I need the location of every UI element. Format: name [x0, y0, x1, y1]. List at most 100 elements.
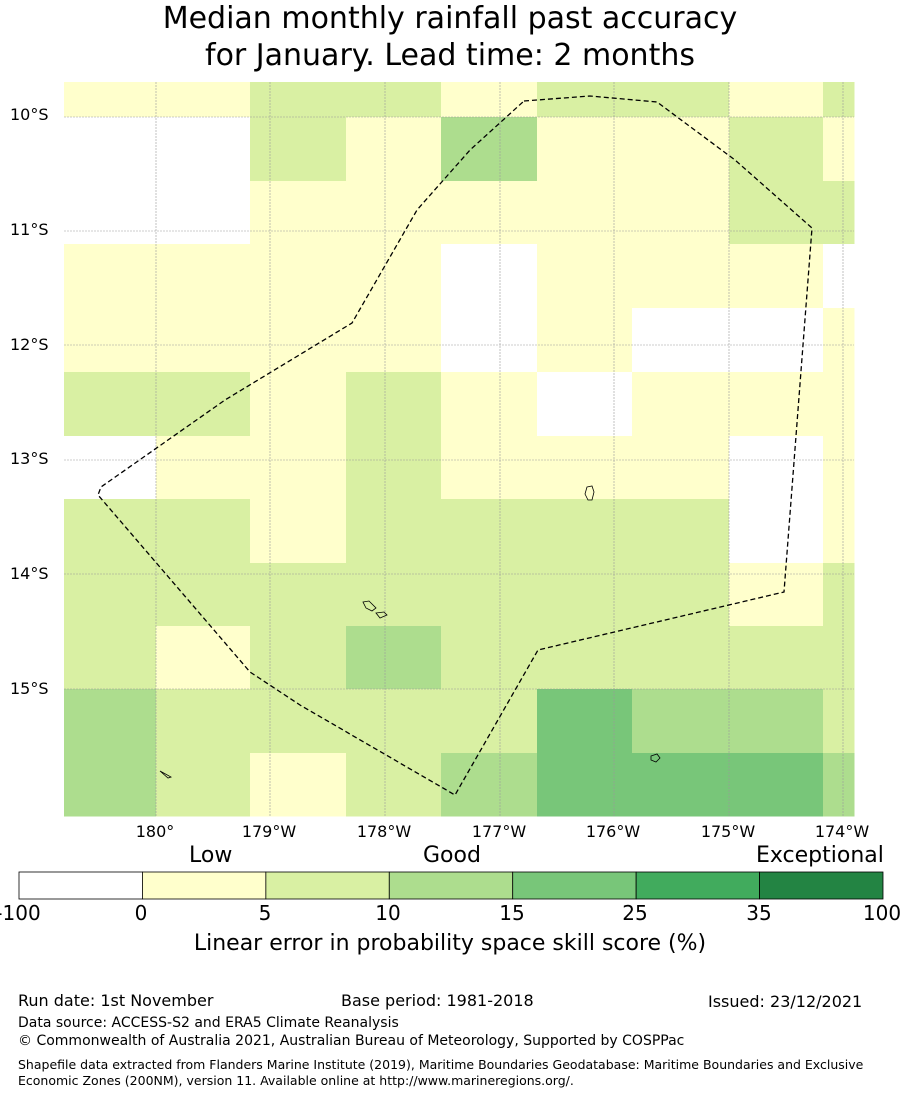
skill-cell — [537, 372, 633, 437]
skill-cell — [346, 499, 442, 564]
eez-boundary — [97, 95, 813, 796]
skill-cell — [156, 244, 251, 309]
legend-category-exceptional: Exceptional — [756, 843, 884, 868]
skill-cell — [823, 436, 855, 500]
skill-cell — [346, 308, 442, 373]
skill-cell — [346, 372, 442, 437]
skill-cell — [729, 244, 824, 309]
skill-cell — [250, 436, 347, 500]
skill-cell — [632, 626, 730, 690]
skill-cell — [537, 626, 633, 690]
island-outline — [584, 485, 595, 501]
skill-cell — [632, 499, 730, 564]
skill-cell — [441, 308, 538, 373]
skill-cell — [250, 626, 347, 690]
skill-cell — [632, 753, 730, 817]
skill-cell — [156, 82, 251, 118]
lat-label-11s: 11°S — [10, 220, 49, 239]
lon-label-175w: 175°W — [700, 822, 756, 841]
skill-cell — [250, 117, 347, 182]
skill-cell — [64, 82, 157, 118]
skill-cell — [250, 689, 347, 754]
skill-cell — [64, 308, 157, 373]
skill-cell — [64, 436, 157, 500]
skill-cell — [441, 436, 538, 500]
skill-cell — [537, 753, 633, 817]
skill-cell — [823, 82, 855, 118]
skill-cell — [632, 244, 730, 309]
skill-cell — [823, 117, 855, 182]
skill-cell — [156, 117, 251, 182]
skill-cell — [346, 436, 442, 500]
lon-label-174w: 174°W — [814, 822, 870, 841]
lat-label-12s: 12°S — [10, 335, 49, 354]
skill-cell — [441, 626, 538, 690]
issued-date: Issued: 23/12/2021 — [708, 992, 863, 1011]
skill-cell — [156, 499, 251, 564]
skill-cell — [537, 82, 633, 118]
skill-cell — [156, 626, 251, 690]
colorbar-tick-label: -100 — [0, 901, 41, 925]
copyright-notice: © Commonwealth of Australia 2021, Austra… — [18, 1033, 685, 1049]
skill-cell — [64, 753, 157, 817]
colorbar-segment — [265, 871, 390, 900]
data-source: Data source: ACCESS-S2 and ERA5 Climate … — [18, 1015, 399, 1031]
colorbar-segment — [512, 871, 637, 900]
title-line-1: Median monthly rainfall past accuracy — [162, 1, 738, 36]
colorbar-segment — [759, 871, 884, 900]
colorbar-segment — [18, 871, 143, 900]
base-period: Base period: 1981-2018 — [341, 991, 534, 1010]
skill-cell — [64, 563, 157, 627]
colorbar-segment — [388, 871, 514, 900]
colorbar-tick-label: 100 — [862, 901, 900, 925]
skill-cell — [823, 244, 855, 309]
skill-cell — [441, 499, 538, 564]
skill-cell — [823, 626, 855, 690]
skill-cell — [64, 244, 157, 309]
skill-cell — [729, 689, 824, 754]
skill-cell — [823, 563, 855, 627]
skill-cell — [64, 626, 157, 690]
skill-cell — [441, 372, 538, 437]
skill-cell — [823, 753, 855, 817]
colorbar-segment — [635, 871, 760, 900]
shapefile-note: Shapefile data extracted from Flanders M… — [18, 1057, 864, 1088]
colorbar-segment — [142, 871, 267, 900]
skill-cell — [346, 117, 442, 182]
skill-cell — [346, 753, 442, 817]
island-outline — [362, 600, 377, 612]
lon-label-177w: 177°W — [471, 822, 527, 841]
colorbar — [18, 871, 884, 900]
skill-cell — [729, 753, 824, 817]
skill-cell — [632, 117, 730, 182]
skill-grid-cells — [64, 82, 855, 817]
colorbar-tick-label: 25 — [622, 901, 648, 925]
island-outlines — [159, 485, 661, 779]
skill-cell — [64, 372, 157, 437]
skill-cell — [729, 436, 824, 500]
legend-category-good: Good — [423, 843, 481, 868]
skill-cell — [729, 181, 824, 245]
skill-cell — [441, 563, 538, 627]
skill-cell — [156, 563, 251, 627]
skill-cell — [441, 117, 538, 182]
skill-cell — [537, 689, 633, 754]
lon-label-178w: 178°W — [356, 822, 412, 841]
skill-cell — [823, 181, 855, 245]
colorbar-tick-label: 5 — [258, 901, 272, 925]
skill-cell — [346, 563, 442, 627]
skill-cell — [537, 436, 633, 500]
map-title: Median monthly rainfall past accuracy fo… — [0, 0, 900, 74]
skill-cell — [823, 499, 855, 564]
skill-cell — [346, 181, 442, 245]
skill-cell — [346, 626, 442, 690]
skill-cell — [250, 308, 347, 373]
colorbar-tick-label: 10 — [375, 901, 401, 925]
skill-cell — [729, 308, 824, 373]
island-outline — [650, 753, 661, 763]
skill-cell — [250, 372, 347, 437]
skill-cell — [537, 308, 633, 373]
skill-cell — [346, 689, 442, 754]
colorbar-tick-label: 15 — [499, 901, 525, 925]
skill-cell — [156, 181, 251, 245]
